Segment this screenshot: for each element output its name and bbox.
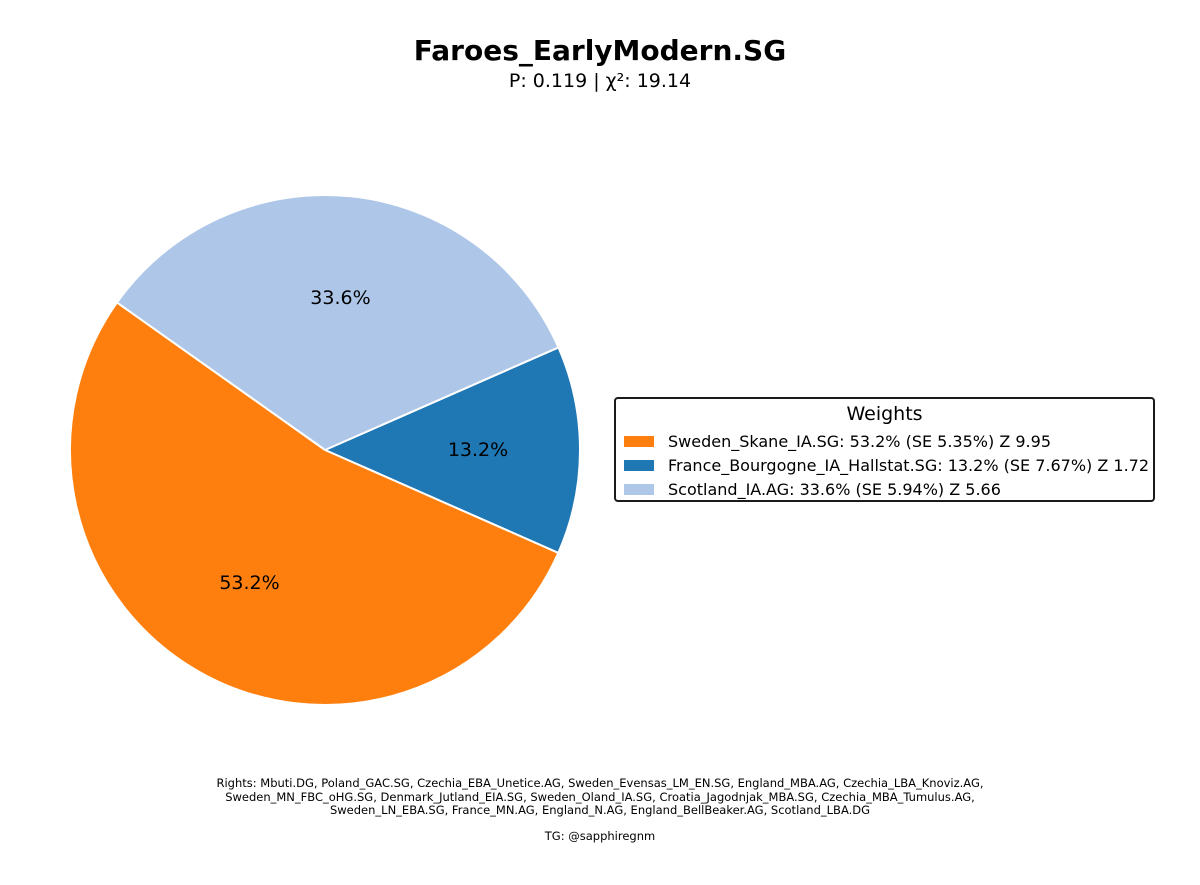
pie-slice [69, 301, 560, 706]
rights-line: Sweden_MN_FBC_oHG.SG, Denmark_Jutland_EI… [225, 789, 975, 804]
rights-note: Rights: Mbuti.DG, Poland_GAC.SG, Czechia… [0, 776, 1200, 818]
legend-label: Scotland_IA.AG: 33.6% (SE 5.94%) Z 5.66 [668, 479, 1001, 499]
pie-slice [324, 346, 581, 554]
slice-percent-label: 13.2% [448, 439, 508, 461]
legend-swatch [624, 435, 654, 447]
slice-percent-label: 33.6% [310, 287, 370, 309]
legend-label: Sweden_Skane_IA.SG: 53.2% (SE 5.35%) Z 9… [668, 431, 1051, 451]
slice-percent-label: 53.2% [219, 572, 279, 594]
pie-slice [115, 194, 560, 451]
legend-entry: Scotland_IA.AG: 33.6% (SE 5.94%) Z 5.66 [624, 478, 1001, 500]
legend: Weights Sweden_Skane_IA.SG: 53.2% (SE 5.… [614, 397, 1155, 502]
rights-line: Rights: Mbuti.DG, Poland_GAC.SG, Czechia… [216, 776, 984, 790]
legend-title: Weights [846, 403, 923, 425]
legend-label: France_Bourgogne_IA_Hallstat.SG: 13.2% (… [668, 455, 1150, 475]
telegram-credit: TG: @sapphiregnm [544, 829, 656, 843]
chart-subtitle: P: 0.119 | χ²: 19.14 [508, 70, 692, 92]
legend-swatch [624, 459, 654, 471]
chart-title: Faroes_EarlyModern.SG [413, 34, 787, 67]
legend-entry: Sweden_Skane_IA.SG: 53.2% (SE 5.35%) Z 9… [624, 430, 1051, 452]
legend-swatch [624, 483, 654, 495]
legend-entry: France_Bourgogne_IA_Hallstat.SG: 13.2% (… [624, 454, 1149, 476]
rights-line: Sweden_LN_EBA.SG, France_MN.AG, England_… [329, 803, 871, 817]
